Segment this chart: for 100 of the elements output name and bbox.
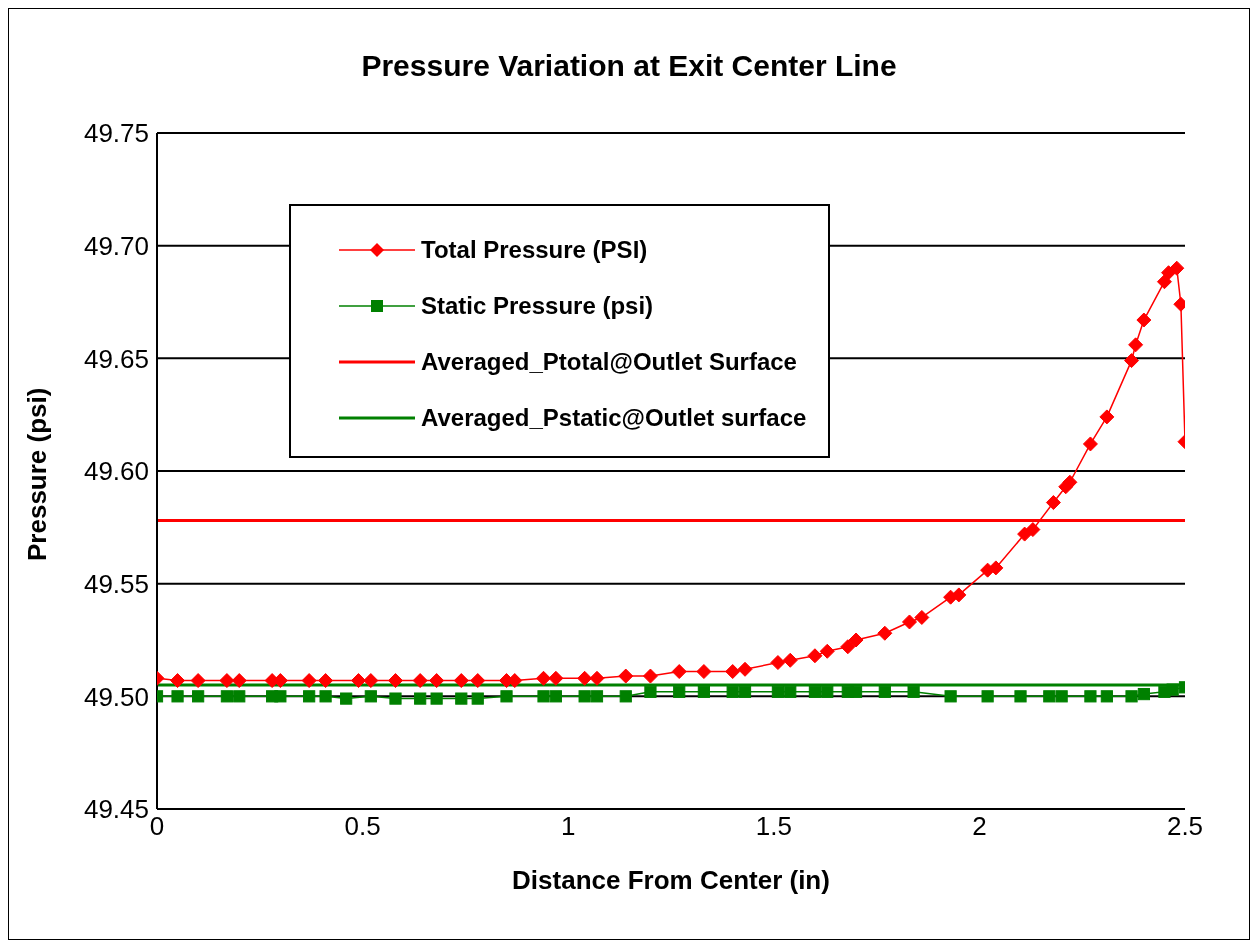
point <box>471 692 484 705</box>
point <box>840 639 856 655</box>
point <box>1062 474 1078 490</box>
point <box>1128 337 1144 353</box>
point <box>726 685 739 698</box>
point <box>1156 274 1172 290</box>
point <box>577 670 593 686</box>
point <box>340 692 353 705</box>
point <box>642 668 658 684</box>
point <box>1100 690 1113 703</box>
point <box>1169 260 1185 276</box>
point <box>849 685 863 698</box>
point <box>1124 353 1140 369</box>
point <box>1043 690 1056 703</box>
point <box>696 664 712 680</box>
point <box>819 643 835 659</box>
point <box>364 690 377 703</box>
point <box>537 690 550 703</box>
point <box>1166 683 1179 696</box>
point <box>500 690 513 703</box>
point <box>1055 690 1068 703</box>
point <box>619 690 632 703</box>
point <box>737 661 753 677</box>
point <box>914 609 930 625</box>
point <box>549 690 562 703</box>
point <box>301 673 317 689</box>
point <box>429 673 445 689</box>
point <box>988 560 1004 576</box>
point <box>771 685 785 698</box>
point <box>770 655 786 671</box>
point <box>388 673 403 689</box>
point <box>1082 436 1098 452</box>
y-tick-label: 49.70 <box>83 230 149 261</box>
point <box>412 673 428 689</box>
x-tick-label: 0 <box>149 811 165 842</box>
point <box>171 690 184 703</box>
point <box>231 673 247 689</box>
legend-label: Averaged_Pstatic@Outlet surface <box>421 404 807 432</box>
point <box>644 685 657 698</box>
point <box>219 673 235 689</box>
point <box>1084 690 1097 703</box>
y-tick-label: 49.65 <box>83 343 149 374</box>
point <box>848 632 864 648</box>
point <box>578 690 591 703</box>
point <box>233 690 246 703</box>
x-tick-label: 1 <box>560 811 576 842</box>
point <box>536 670 552 686</box>
x-tick-label: 2 <box>972 811 987 842</box>
point <box>414 692 427 705</box>
point <box>782 652 798 668</box>
point <box>907 685 920 698</box>
point <box>192 690 205 703</box>
point <box>808 685 822 698</box>
point <box>1125 690 1138 703</box>
y-axis-title: Pressure (psi) <box>22 387 53 561</box>
point <box>944 690 957 703</box>
point <box>220 690 233 703</box>
point <box>902 614 917 630</box>
point <box>318 673 334 689</box>
point <box>807 648 823 664</box>
point <box>303 690 316 703</box>
point <box>389 692 402 705</box>
point <box>877 625 893 641</box>
y-tick-label: 49.60 <box>83 456 149 487</box>
point <box>784 685 797 698</box>
point <box>981 690 994 703</box>
point <box>738 685 752 698</box>
y-tick-label: 49.50 <box>83 681 149 712</box>
legend-label: Averaged_Ptotal@Outlet Surface <box>421 348 797 376</box>
x-tick-label: 2.5 <box>1166 811 1204 842</box>
point <box>1099 409 1115 425</box>
point <box>589 670 605 686</box>
point <box>1137 687 1150 701</box>
point <box>319 690 332 703</box>
point <box>170 673 186 689</box>
point <box>725 664 741 680</box>
y-tick-label: 49.75 <box>83 118 149 149</box>
legend-label: Static Pressure (psi) <box>421 292 654 320</box>
point <box>190 673 206 689</box>
point <box>430 692 443 705</box>
point <box>1045 495 1061 511</box>
point <box>363 673 379 689</box>
point <box>618 668 634 684</box>
x-tick-label: 1.5 <box>755 811 792 842</box>
x-tick-label: 0.5 <box>344 811 381 842</box>
point <box>590 690 604 703</box>
point <box>673 685 686 698</box>
legend-label: Total Pressure (PSI) <box>421 236 648 264</box>
point <box>455 692 468 705</box>
point <box>951 587 967 603</box>
point <box>1014 690 1027 703</box>
x-axis-title: Distance From Center (in) <box>512 865 830 895</box>
point <box>470 673 486 689</box>
chart-title: Pressure Variation at Exit Center Line <box>360 49 898 83</box>
point <box>878 685 891 698</box>
point <box>671 664 687 680</box>
point <box>697 685 710 698</box>
point <box>1136 312 1152 328</box>
point <box>453 673 469 689</box>
point <box>274 690 287 703</box>
